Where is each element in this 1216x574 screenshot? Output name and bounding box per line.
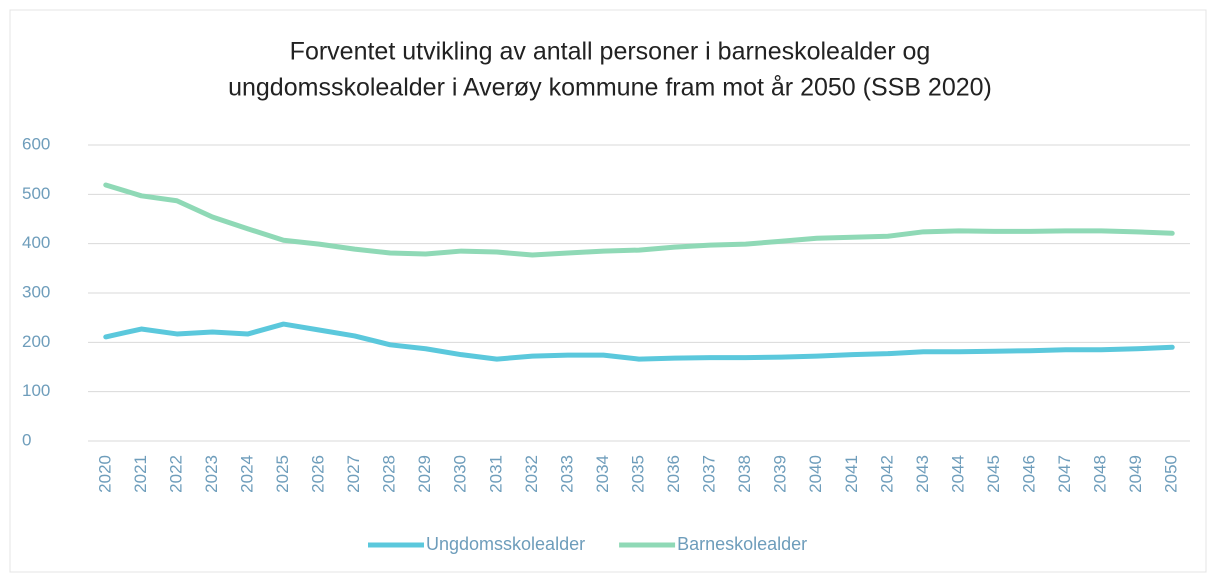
y-tick-label: 300 (22, 282, 50, 301)
x-tick-label: 2045 (984, 455, 1003, 493)
legend-label: Barneskolealder (677, 534, 807, 554)
x-tick-label: 2024 (237, 455, 256, 493)
x-tick-label: 2037 (700, 455, 719, 493)
y-tick-label: 0 (22, 430, 31, 449)
x-tick-label: 2034 (593, 455, 612, 493)
x-tick-label: 2046 (1020, 455, 1039, 493)
x-tick-label: 2029 (415, 455, 434, 493)
chart-title: ungdomsskolealder i Averøy kommune fram … (228, 74, 992, 102)
x-tick-label: 2031 (486, 455, 505, 493)
x-tick-label: 2030 (451, 455, 470, 493)
x-tick-label: 2025 (273, 455, 292, 493)
x-tick-label: 2039 (771, 455, 790, 493)
x-tick-label: 2035 (628, 455, 647, 493)
y-tick-label: 500 (22, 184, 50, 203)
y-tick-label: 400 (22, 233, 50, 252)
x-tick-label: 2023 (202, 455, 221, 493)
line-series (103, 182, 1175, 258)
x-tick-label: 2050 (1162, 455, 1181, 493)
legend-label: Ungdomsskolealder (426, 534, 585, 554)
y-tick-label: 200 (22, 332, 50, 351)
x-tick-label: 2044 (948, 455, 967, 493)
x-tick-label: 2026 (309, 455, 328, 493)
x-tick-label: 2047 (1055, 455, 1074, 493)
x-tick-label: 2021 (131, 455, 150, 493)
chart-title: Forventet utvikling av antall personer i… (290, 38, 931, 66)
x-tick-label: 2032 (522, 455, 541, 493)
x-tick-label: 2028 (380, 455, 399, 493)
line-series (103, 321, 1175, 362)
x-tick-label: 2040 (806, 455, 825, 493)
x-tick-label: 2038 (735, 455, 754, 493)
chart-border (9, 9, 1207, 573)
x-tick-label: 2033 (557, 455, 576, 493)
x-tick-label: 2048 (1091, 455, 1110, 493)
x-tick-label: 2042 (877, 455, 896, 493)
x-tick-label: 2020 (95, 455, 114, 493)
y-tick-label: 100 (22, 381, 50, 400)
x-tick-label: 2022 (166, 455, 185, 493)
x-tick-label: 2041 (842, 455, 861, 493)
x-tick-label: 2027 (344, 455, 363, 493)
x-tick-label: 2036 (664, 455, 683, 493)
y-tick-label: 600 (22, 134, 50, 153)
x-tick-label: 2049 (1126, 455, 1145, 493)
x-tick-label: 2043 (913, 455, 932, 493)
